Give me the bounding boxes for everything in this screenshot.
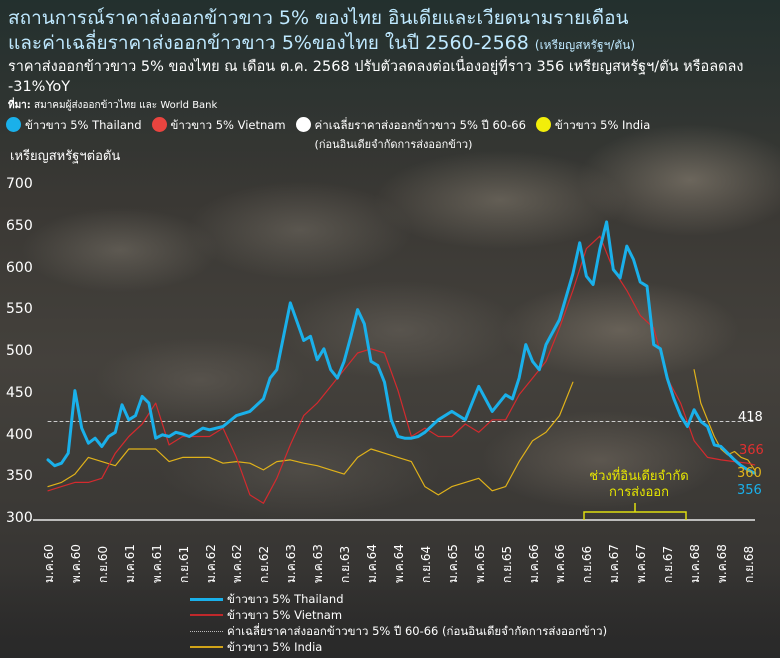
- bottom-legend-item-vietnam: ข้าวขาว 5% Vietnam: [190, 607, 607, 623]
- restriction-bracket: [583, 503, 687, 520]
- restriction-period-label: ช่วงที่อินเดียจำกัด การส่งออก: [574, 469, 704, 501]
- legend-label: ข้าวขาว 5% Vietnam: [227, 608, 343, 622]
- bottom-legend: ข้าวขาว 5% Thailand ข้าวขาว 5% Vietnam ค…: [190, 591, 607, 655]
- source-note: ที่มา: สมาคมผู้ส่งออกข้าวไทย และ World B…: [8, 98, 217, 113]
- series-line: [47, 381, 574, 496]
- y-tick-label: 450: [6, 384, 33, 401]
- legend-label: ค่าเฉลี่ยราคาส่งออกข้าวขาว 5% ปี 60-66: [314, 118, 526, 132]
- legend-item-thailand: ข้าวขาว 5% Thailand: [6, 117, 142, 153]
- legend-line-icon: [190, 646, 223, 648]
- title-line-1: สถานการณ์ราคาส่งออกข้าวขาว 5% ของไทย อิน…: [8, 7, 629, 29]
- y-tick-label: 400: [6, 426, 33, 443]
- vietnam-last-value-label: 366: [739, 443, 764, 458]
- bottom-legend-item-thailand: ข้าวขาว 5% Thailand: [190, 591, 607, 607]
- legend-label: ข้าวขาว 5% Vietnam: [170, 118, 286, 132]
- y-tick-label: 650: [6, 217, 33, 234]
- legend-dot-icon: [295, 117, 311, 132]
- average-value-label: 418: [738, 410, 763, 425]
- y-tick-label: 350: [6, 468, 33, 485]
- legend-line-icon: [190, 597, 223, 601]
- y-tick-label: 600: [6, 259, 33, 276]
- series-layer: [46, 220, 757, 504]
- y-tick-label: 300: [6, 510, 33, 526]
- legend-dotted-line-icon: [190, 630, 223, 632]
- legend-label: ข้าวขาว 5% India: [554, 118, 651, 132]
- y-tick-label: 700: [6, 176, 33, 192]
- legend-label: ค่าเฉลี่ยราคาส่งออกข้าวขาว 5% ปี 60-66 (…: [227, 624, 608, 638]
- india-last-value-label: 360: [737, 466, 762, 481]
- chart-title: สถานการณ์ราคาส่งออกข้าวขาว 5% ของไทย อิน…: [8, 6, 778, 58]
- title-line-2-text: และค่าเฉลี่ยราคาส่งออกข้าวขาว 5%ของไทย ใ…: [8, 32, 529, 54]
- legend-label: ข้าวขาว 5% India: [227, 640, 323, 654]
- y-axis-label: เหรียญสหรัฐฯต่อตัน: [10, 149, 121, 164]
- legend-label-group: ค่าเฉลี่ยราคาส่งออกข้าวขาว 5% ปี 60-66 (…: [315, 117, 526, 153]
- source-label: ที่มา:: [8, 100, 31, 111]
- top-legend: ข้าวขาว 5% Thailand ข้าวขาว 5% Vietnam ค…: [6, 117, 650, 153]
- legend-sublabel: (ก่อนอินเดียจำกัดการส่งออกข้าว): [314, 138, 473, 151]
- legend-item-vietnam: ข้าวขาว 5% Vietnam: [151, 117, 286, 153]
- series-line: [46, 220, 757, 475]
- source-text: สมาคมผู้ส่งออกข้าวไทย และ World Bank: [34, 100, 218, 111]
- restriction-label-line-2: การส่งออก: [609, 485, 669, 500]
- legend-dot-icon: [535, 117, 551, 132]
- legend-item-india: ข้าวขาว 5% India: [535, 117, 651, 153]
- legend-label: ข้าวขาว 5% Thailand: [25, 118, 142, 132]
- bottom-legend-item-india: ข้าวขาว 5% India: [190, 639, 607, 655]
- legend-dot-icon: [151, 117, 167, 132]
- legend-dot-icon: [6, 117, 21, 132]
- series-line: [47, 235, 756, 504]
- y-tick-label: 550: [6, 301, 33, 318]
- bottom-legend-item-average: ค่าเฉลี่ยราคาส่งออกข้าวขาว 5% ปี 60-66 (…: [190, 623, 607, 639]
- y-tick-label: 500: [6, 343, 33, 359]
- thailand-last-value-label: 356: [737, 483, 762, 498]
- title-unit: (เหรียญสหรัฐฯ/ตัน): [534, 38, 636, 52]
- chart-subtitle: ราคาส่งออกข้าวขาว 5% ของไทย ณ เดือน ต.ค.…: [8, 59, 744, 95]
- legend-line-icon: [190, 614, 223, 616]
- legend-label: ข้าวขาว 5% Thailand: [227, 592, 344, 606]
- restriction-label-line-1: ช่วงที่อินเดียจำกัด: [589, 469, 689, 484]
- legend-item-average: ค่าเฉลี่ยราคาส่งออกข้าวขาว 5% ปี 60-66 (…: [295, 117, 526, 153]
- title-line-2: และค่าเฉลี่ยราคาส่งออกข้าวขาว 5%ของไทย ใ…: [8, 31, 778, 58]
- background-shade: [0, 568, 780, 658]
